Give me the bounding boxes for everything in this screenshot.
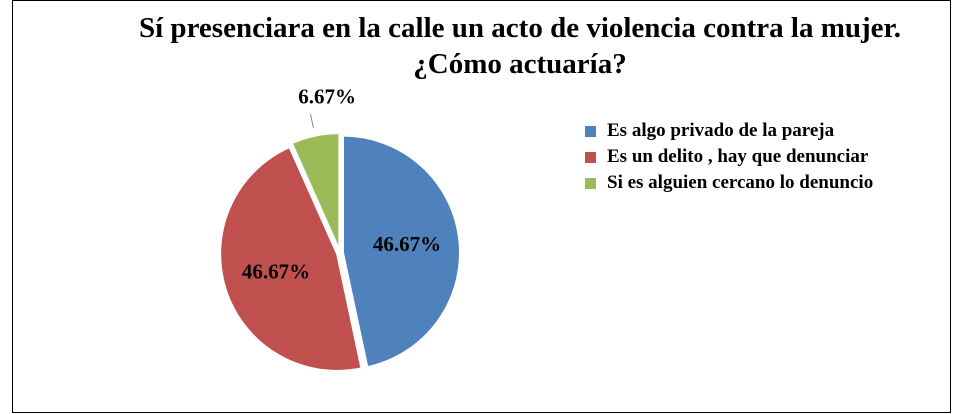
legend-swatch bbox=[585, 178, 596, 189]
legend-label: Si es alguien cercano lo denuncio bbox=[607, 172, 874, 193]
legend-swatch bbox=[585, 126, 596, 137]
data-label: 46.67% bbox=[373, 232, 441, 256]
legend-item: Si es alguien cercano lo denuncio bbox=[585, 172, 927, 194]
legend: Es algo privado de la pareja Es un delito… bbox=[585, 120, 955, 198]
legend-label: Es un delito , hay que denunciar bbox=[607, 146, 869, 167]
legend-swatch bbox=[585, 152, 596, 163]
data-label: 46.67% bbox=[242, 260, 310, 284]
chart-title: Sí presenciara en la calle un acto de vi… bbox=[139, 12, 901, 80]
pie-slice bbox=[290, 132, 341, 251]
legend-item: Es algo privado de la pareja bbox=[585, 120, 927, 142]
pie-slice bbox=[341, 134, 461, 369]
leader-line bbox=[309, 114, 314, 128]
frame bbox=[12, 0, 951, 413]
legend-label: Es algo privado de la pareja bbox=[607, 120, 835, 141]
legend-item: Es un delito , hay que denunciar bbox=[585, 146, 927, 168]
data-label: 6.67% bbox=[298, 84, 356, 108]
pie-slice bbox=[219, 145, 363, 372]
